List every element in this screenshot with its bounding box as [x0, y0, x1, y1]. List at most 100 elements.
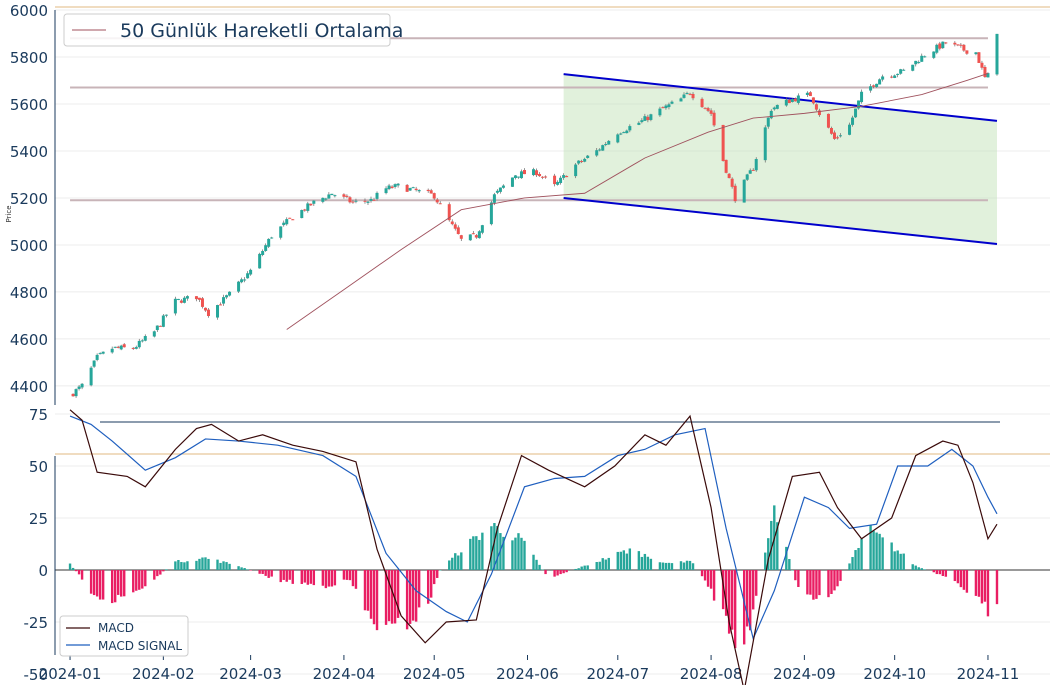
macd-histogram-bar: [794, 570, 797, 581]
macd-histogram-bar: [899, 553, 902, 570]
macd-histogram-bar: [776, 522, 779, 570]
macd-histogram-bar: [138, 570, 141, 590]
candle-down: [342, 194, 346, 197]
candle-down: [206, 309, 210, 317]
macd-histogram-bar: [180, 562, 183, 570]
macd-histogram-bar: [770, 520, 773, 570]
macd-histogram-bar: [917, 567, 920, 570]
macd-histogram-bar: [574, 568, 577, 570]
candle-down: [724, 159, 728, 173]
candle-up: [243, 279, 247, 281]
candle-up: [249, 269, 253, 275]
macd-x-tick-label: 2024-10: [863, 665, 926, 683]
candle-down: [817, 110, 821, 116]
macd-histogram-bar: [246, 569, 249, 570]
macd-histogram-bar: [601, 558, 604, 570]
macd-histogram-bar: [264, 570, 267, 576]
macd-histogram-bar: [369, 570, 373, 619]
macd-histogram-bar: [451, 557, 454, 570]
candle-up: [492, 194, 496, 203]
candle-down: [203, 307, 207, 311]
candle-up: [805, 92, 809, 95]
candle-up: [258, 253, 262, 269]
candle-up: [679, 98, 683, 102]
macd-histogram-bar: [71, 567, 75, 570]
channel-lower-line: [563, 196, 998, 245]
candle-down: [751, 169, 755, 171]
macd-histogram-bar: [330, 570, 334, 587]
macd-histogram-bar: [390, 570, 394, 624]
macd-tick-label: 25: [29, 510, 48, 528]
candle-up: [510, 177, 514, 187]
macd-histogram-bar: [980, 570, 984, 604]
candle-down: [709, 110, 713, 114]
candle-up: [282, 222, 286, 226]
macd-tick-label: 50: [29, 458, 48, 476]
macd-histogram-bar: [791, 570, 794, 571]
candle-up: [152, 331, 156, 337]
macd-histogram-bar: [183, 562, 186, 570]
candle-up: [155, 325, 159, 331]
macd-x-tick-label: 2024-11: [957, 665, 1020, 683]
macd-histogram-bar: [860, 538, 863, 570]
candle-up: [595, 150, 599, 156]
macd-histogram-bar: [372, 570, 376, 625]
candle-down: [811, 97, 815, 104]
candle-up: [685, 92, 689, 94]
macd-histogram-bar: [932, 570, 935, 573]
candle-down: [703, 107, 707, 109]
candle-up: [411, 187, 415, 189]
macd-histogram-bar: [159, 570, 162, 575]
candle-up: [222, 297, 226, 304]
macd-histogram-bar: [291, 570, 294, 584]
candle-up: [261, 250, 265, 255]
macd-histogram-bar: [869, 525, 872, 570]
candle-up: [772, 107, 776, 110]
macd-histogram-bar: [426, 570, 430, 604]
macd-histogram-bar: [448, 560, 451, 570]
price-tick-label: 5600: [10, 96, 48, 114]
candle-up: [775, 104, 779, 109]
macd-histogram-bar: [267, 570, 270, 578]
candle-up: [396, 183, 400, 186]
candle-down: [303, 209, 307, 211]
candle-down: [983, 66, 987, 78]
macd-histogram-bar: [249, 570, 252, 571]
macd-histogram-bar: [496, 525, 499, 570]
candle-up: [932, 51, 936, 58]
macd-histogram-bar: [219, 562, 222, 570]
macd-histogram-bar: [258, 570, 261, 574]
candle-up: [586, 155, 590, 159]
macd-histogram-bar: [417, 570, 421, 608]
candle-up: [110, 348, 114, 353]
candle-up: [935, 44, 939, 53]
candle-up: [974, 52, 978, 55]
candle-up: [556, 181, 560, 185]
candle-down: [348, 197, 352, 203]
candle-down: [688, 93, 692, 95]
macd-histogram-bar: [469, 538, 472, 570]
macd-histogram-bar: [730, 570, 734, 630]
candle-up: [625, 130, 629, 134]
macd-histogram-bar: [827, 570, 830, 598]
candle-up: [240, 279, 244, 283]
candle-up: [89, 367, 93, 386]
candle-down: [814, 104, 818, 110]
macd-histogram-bar: [544, 570, 547, 575]
candle-down: [730, 178, 734, 187]
macd-histogram-bar: [174, 561, 177, 570]
macd-histogram-bar: [920, 568, 923, 570]
macd-histogram-bar: [755, 570, 758, 596]
candle-up: [513, 175, 517, 179]
candle-up: [330, 193, 334, 196]
candle-up: [185, 296, 189, 299]
macd-histogram-bar: [839, 570, 842, 581]
macd-histogram-bar: [682, 562, 686, 570]
macd-histogram-bar: [580, 566, 583, 570]
macd-histogram-bar: [517, 533, 520, 570]
macd-histogram-bar: [854, 550, 857, 570]
macd-histogram-bar: [532, 554, 535, 570]
candle-down: [538, 174, 542, 177]
candle-up: [784, 99, 788, 106]
